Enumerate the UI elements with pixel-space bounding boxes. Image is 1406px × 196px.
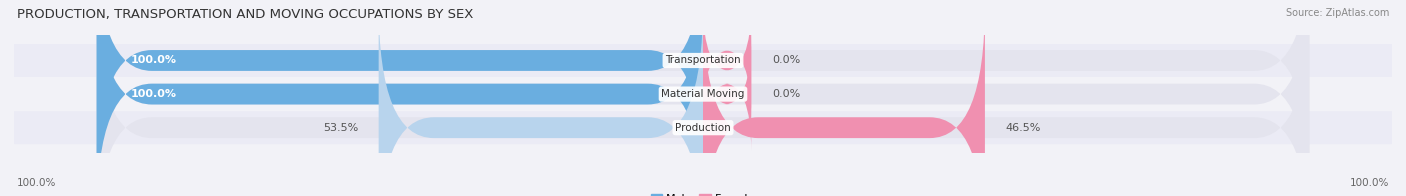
FancyBboxPatch shape	[703, 37, 751, 151]
FancyBboxPatch shape	[97, 0, 703, 196]
Text: 100.0%: 100.0%	[17, 178, 56, 188]
Text: Source: ZipAtlas.com: Source: ZipAtlas.com	[1285, 8, 1389, 18]
FancyBboxPatch shape	[97, 0, 1309, 196]
FancyBboxPatch shape	[14, 111, 1392, 144]
FancyBboxPatch shape	[97, 0, 1309, 184]
Text: Production: Production	[675, 123, 731, 133]
Text: 46.5%: 46.5%	[1005, 123, 1040, 133]
FancyBboxPatch shape	[14, 78, 1392, 111]
FancyBboxPatch shape	[378, 4, 703, 196]
Text: 100.0%: 100.0%	[131, 55, 177, 65]
FancyBboxPatch shape	[703, 4, 751, 117]
Text: 100.0%: 100.0%	[1350, 178, 1389, 188]
FancyBboxPatch shape	[97, 4, 1309, 196]
Text: Material Moving: Material Moving	[661, 89, 745, 99]
FancyBboxPatch shape	[97, 0, 703, 184]
Text: PRODUCTION, TRANSPORTATION AND MOVING OCCUPATIONS BY SEX: PRODUCTION, TRANSPORTATION AND MOVING OC…	[17, 8, 474, 21]
Text: Transportation: Transportation	[665, 55, 741, 65]
Text: 0.0%: 0.0%	[772, 55, 800, 65]
FancyBboxPatch shape	[703, 4, 986, 196]
Text: 100.0%: 100.0%	[131, 89, 177, 99]
FancyBboxPatch shape	[14, 44, 1392, 77]
Legend: Male, Female: Male, Female	[647, 189, 759, 196]
Text: 0.0%: 0.0%	[772, 89, 800, 99]
Text: 53.5%: 53.5%	[323, 123, 359, 133]
